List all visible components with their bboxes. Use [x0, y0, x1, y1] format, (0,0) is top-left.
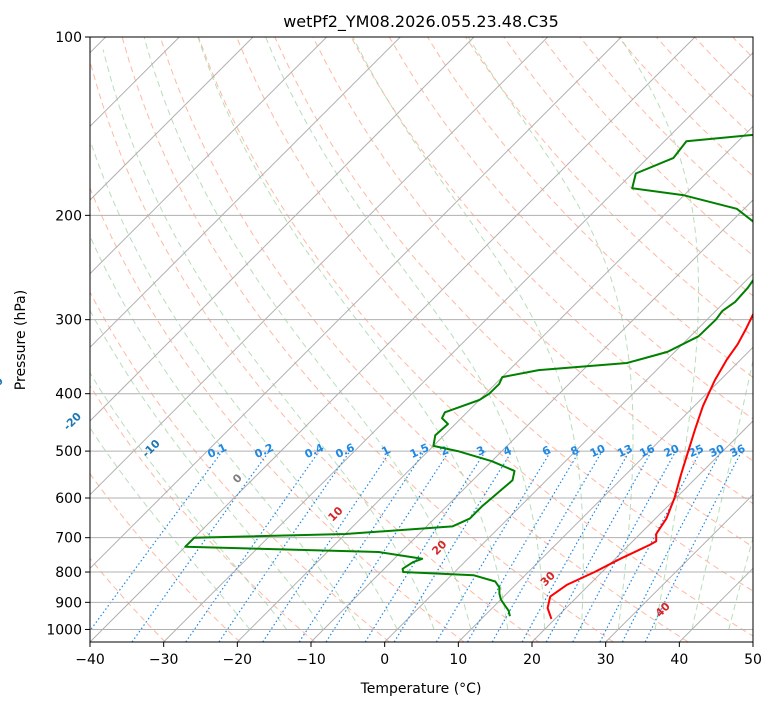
x-tick-label: 0: [380, 652, 389, 668]
y-tick-label: 100: [55, 30, 82, 46]
mixing-ratio-label: 36: [728, 442, 748, 460]
mixing-ratio-label: 25: [687, 442, 706, 460]
x-tick-label: −30: [149, 652, 179, 668]
y-tick-label: 700: [55, 531, 82, 547]
moist-adiabat-line: [691, 358, 753, 630]
moist-adiabat-line: [728, 536, 753, 630]
dry-adiabat-line: [90, 59, 540, 642]
y-tick-label: 800: [55, 565, 82, 581]
isotherm-line: [384, 272, 753, 642]
mixing-ratio-line: [545, 450, 653, 642]
dry-adiabat-line: [90, 186, 465, 642]
dry-adiabat-line: [121, 37, 614, 642]
y-tick-label: 900: [55, 595, 82, 611]
dry-adiabat-line: [90, 384, 316, 642]
x-tick-label: −10: [296, 652, 326, 668]
moist-adiabat-line: [90, 138, 398, 630]
mixing-ratio-line: [218, 450, 351, 642]
moist-adiabat-line: [102, 49, 435, 630]
y-tick-label: 200: [55, 208, 82, 224]
dry-adiabat-line: [503, 37, 753, 297]
dry-adiabat-line: [388, 37, 753, 420]
mixing-ratio-label: 13: [615, 442, 634, 460]
x-tick-label: −20: [223, 652, 253, 668]
x-tick-label: 20: [523, 652, 541, 668]
mixing-ratio-line: [572, 450, 677, 642]
dry-adiabat-label: -30: [0, 374, 6, 397]
isotherm-line: [90, 37, 254, 201]
moist-adiabat-line: [143, 37, 472, 630]
y-tick-label: 600: [55, 491, 82, 507]
y-tick-label: 400: [55, 387, 82, 403]
dry-adiabat-line: [90, 472, 241, 642]
plot-frame: [89, 36, 754, 643]
dry-adiabat-line: [465, 37, 753, 338]
temperature-trace: [546, 312, 753, 620]
mixing-ratio-line: [262, 450, 392, 642]
moist-adiabat-line: [619, 37, 699, 630]
isotherm-line: [310, 199, 753, 642]
mixing-ratio-line: [90, 450, 223, 632]
isotherm-line: [90, 37, 475, 422]
dry-adiabat-line: [274, 37, 753, 548]
mixing-ratio-line: [185, 450, 320, 642]
profile-traces: [184, 133, 753, 620]
y-tick-label: 1000: [46, 622, 82, 638]
moist-adiabat-line: [467, 37, 634, 630]
x-tick-label: −40: [75, 652, 105, 668]
mixing-ratio-line: [298, 450, 425, 642]
isotherm-line: [163, 51, 753, 642]
x-tick-label: 40: [670, 652, 688, 668]
mixing-ratio-label: 20: [662, 442, 682, 460]
y-tick-label: 300: [55, 313, 82, 329]
mixing-ratio-line: [131, 450, 270, 642]
isotherm-line: [90, 37, 549, 496]
dry-adiabat-line: [312, 37, 753, 505]
dry-adiabat-line: [90, 291, 390, 642]
moist-adiabat-line: [352, 37, 584, 630]
x-axis-label: Temperature (°C): [360, 681, 482, 697]
mixing-ratio-label: 16: [638, 442, 658, 460]
dry-adiabat-line: [236, 37, 753, 592]
isotherm-line: [457, 346, 753, 642]
mixing-ratio-line: [393, 450, 513, 642]
isotherm-line: [90, 37, 328, 275]
mixing-ratio-label: 30: [707, 442, 727, 460]
moist-adiabat-line: [90, 309, 324, 630]
mixing-ratio-label: 10: [588, 442, 608, 460]
mixing-ratio-line: [325, 450, 450, 642]
isotherm-line: [531, 420, 753, 642]
moist-adiabat-line: [90, 427, 251, 630]
dewpoint-trace: [184, 133, 753, 617]
isotherm-line: [236, 125, 753, 642]
moist-adiabat-line: [265, 37, 546, 630]
background-guides: [90, 37, 753, 642]
moist-adiabat-line: [197, 37, 509, 630]
chart-title: wetPf2_YM08.2026.055.23.48.C35: [283, 12, 559, 32]
isotherm-line: [90, 37, 622, 570]
dry-adiabat-line: [159, 37, 689, 642]
isotherm-line: [90, 37, 401, 349]
mixing-ratio-line: [644, 450, 743, 642]
y-axis-ticks: 100 200 300 400 500 600 700 800 900 1000: [46, 30, 90, 638]
mixing-ratio-line: [521, 450, 631, 642]
isotherm-line: [605, 493, 753, 642]
x-tick-label: 30: [597, 652, 615, 668]
dry-adiabat-line: [426, 37, 753, 378]
x-tick-label: 10: [449, 652, 467, 668]
x-axis-ticks: −40 −30 −20 −10 0 10 20 30 40 50: [75, 642, 762, 668]
dry-adiabat-line: [350, 37, 753, 462]
x-tick-label: 50: [744, 652, 762, 668]
y-tick-label: 500: [55, 444, 82, 460]
y-axis-label: Pressure (hPa): [13, 290, 29, 390]
